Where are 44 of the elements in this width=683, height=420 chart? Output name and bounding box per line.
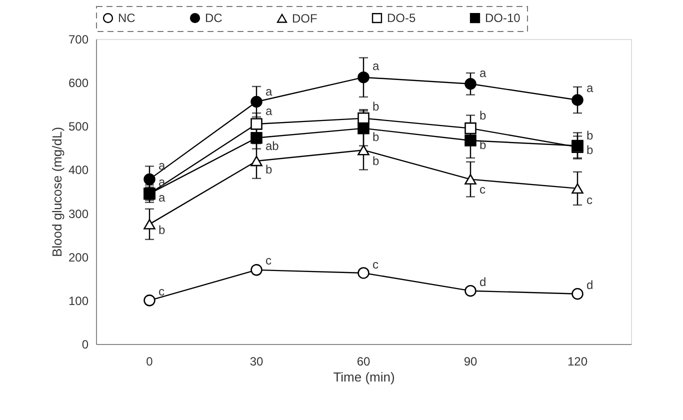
annotation: ab bbox=[266, 138, 280, 153]
y-tick-label: 300 bbox=[68, 206, 89, 221]
x-tick-label: 0 bbox=[146, 354, 154, 368]
annotation: b bbox=[480, 108, 486, 122]
annotation: d bbox=[586, 278, 594, 292]
annotation: a bbox=[158, 190, 166, 205]
annotation: a bbox=[372, 59, 380, 74]
x-tick-label: 30 bbox=[250, 354, 264, 368]
x-tick-label: 120 bbox=[567, 354, 588, 368]
annotation: d bbox=[480, 275, 486, 290]
annotation: b bbox=[372, 100, 380, 114]
y-tick-label: 100 bbox=[68, 294, 89, 308]
annotation: a bbox=[266, 84, 272, 98]
annotation: b bbox=[372, 154, 380, 168]
legend-label: DO-5 bbox=[387, 11, 416, 26]
annotation: c bbox=[266, 253, 272, 268]
legend-label: DC bbox=[205, 11, 223, 26]
x-axis-title: Time (min) bbox=[333, 370, 395, 384]
annotation: a bbox=[158, 158, 166, 172]
y-axis-title: Blood glucose (mg/dL) bbox=[49, 126, 64, 258]
annotation: b bbox=[158, 222, 166, 237]
annotation: c bbox=[158, 284, 164, 299]
legend-label: DO-10 bbox=[485, 11, 521, 26]
y-tick-label: 700 bbox=[68, 32, 89, 46]
annotation: a bbox=[480, 66, 486, 80]
annotation: b bbox=[586, 128, 594, 143]
y-tick-label: 200 bbox=[68, 250, 89, 264]
legend-label: NC bbox=[118, 11, 136, 26]
x-tick-label: 60 bbox=[356, 354, 370, 368]
y-tick-label: 400 bbox=[68, 163, 89, 178]
annotation: b bbox=[266, 162, 272, 177]
annotation: b bbox=[586, 143, 594, 158]
annotation: c bbox=[480, 182, 486, 196]
x-tick-label: 90 bbox=[464, 354, 478, 368]
annotation: c bbox=[372, 257, 378, 272]
annotation: b bbox=[372, 130, 380, 144]
y-tick-label: 0 bbox=[82, 338, 89, 352]
y-tick-label: 600 bbox=[68, 76, 89, 90]
annotation: b bbox=[480, 138, 486, 152]
legend-label: DOF bbox=[292, 11, 318, 26]
y-tick-label: 500 bbox=[68, 120, 89, 134]
annotation: a bbox=[266, 104, 272, 118]
annotation: c bbox=[586, 193, 592, 208]
annotation: a bbox=[586, 80, 594, 95]
